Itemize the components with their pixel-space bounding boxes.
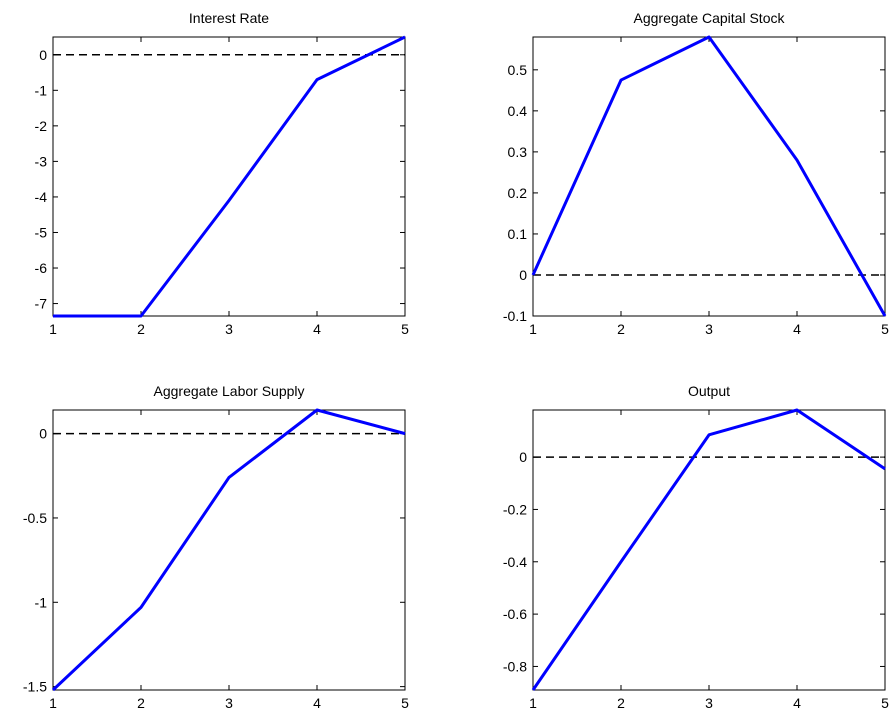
x-tick-label: 2: [617, 695, 625, 711]
x-tick-label: 3: [705, 321, 713, 337]
x-tick-label: 5: [401, 695, 409, 711]
x-tick-label: 2: [137, 695, 145, 711]
y-tick-label: 0.3: [508, 144, 528, 160]
x-tick-label: 5: [401, 321, 409, 337]
y-tick-label: -0.8: [503, 658, 527, 674]
y-tick-label: -1.5: [23, 679, 47, 695]
plot-area: [532, 36, 886, 317]
y-tick-label: -1: [35, 82, 48, 98]
y-tick-label: -7: [35, 296, 48, 312]
chart-title: Aggregate Capital Stock: [634, 10, 786, 26]
y-tick-label: -4: [35, 189, 48, 205]
y-tick-label: 0.4: [508, 103, 528, 119]
x-tick-label: 3: [225, 695, 233, 711]
y-tick-label: -0.1: [503, 308, 527, 324]
y-tick-label: 0.1: [508, 226, 528, 242]
y-tick-label: -5: [35, 224, 48, 240]
y-tick-label: -6: [35, 260, 48, 276]
y-tick-label: 0: [39, 47, 47, 63]
x-tick-label: 1: [49, 695, 57, 711]
y-tick-label: 0.2: [508, 185, 528, 201]
x-tick-label: 5: [881, 321, 889, 337]
data-line: [53, 35, 406, 318]
chart-title: Interest Rate: [189, 10, 269, 26]
y-tick-label: -0.2: [503, 501, 527, 517]
x-tick-label: 2: [137, 321, 145, 337]
plot-area: [52, 36, 406, 317]
y-tick-label: -1: [35, 594, 48, 610]
x-tick-label: 1: [49, 321, 57, 337]
data-line: [531, 35, 887, 317]
y-tick-label: -0.6: [503, 606, 527, 622]
y-tick-label: 0: [519, 449, 527, 465]
y-tick-label: -2: [35, 118, 48, 134]
x-tick-label: 4: [793, 695, 801, 711]
chart-title: Output: [688, 383, 730, 399]
x-tick-label: 2: [617, 321, 625, 337]
data-line: [531, 408, 886, 691]
x-tick-label: 1: [529, 695, 537, 711]
x-tick-label: 3: [225, 321, 233, 337]
x-tick-label: 1: [529, 321, 537, 337]
x-tick-label: 4: [313, 695, 321, 711]
y-tick-label: -3: [35, 153, 48, 169]
x-tick-label: 5: [881, 695, 889, 711]
plot-area: [52, 409, 406, 691]
x-tick-label: 4: [793, 321, 801, 337]
y-tick-label: 0: [519, 267, 527, 283]
y-tick-label: 0.5: [508, 62, 528, 78]
y-tick-label: -0.5: [23, 510, 47, 526]
x-tick-label: 4: [313, 321, 321, 337]
plot-area: [532, 409, 886, 691]
data-line: [51, 408, 406, 692]
y-tick-label: -0.4: [503, 554, 527, 570]
chart-title: Aggregate Labor Supply: [154, 383, 305, 399]
y-tick-label: 0: [39, 426, 47, 442]
x-tick-label: 3: [705, 695, 713, 711]
